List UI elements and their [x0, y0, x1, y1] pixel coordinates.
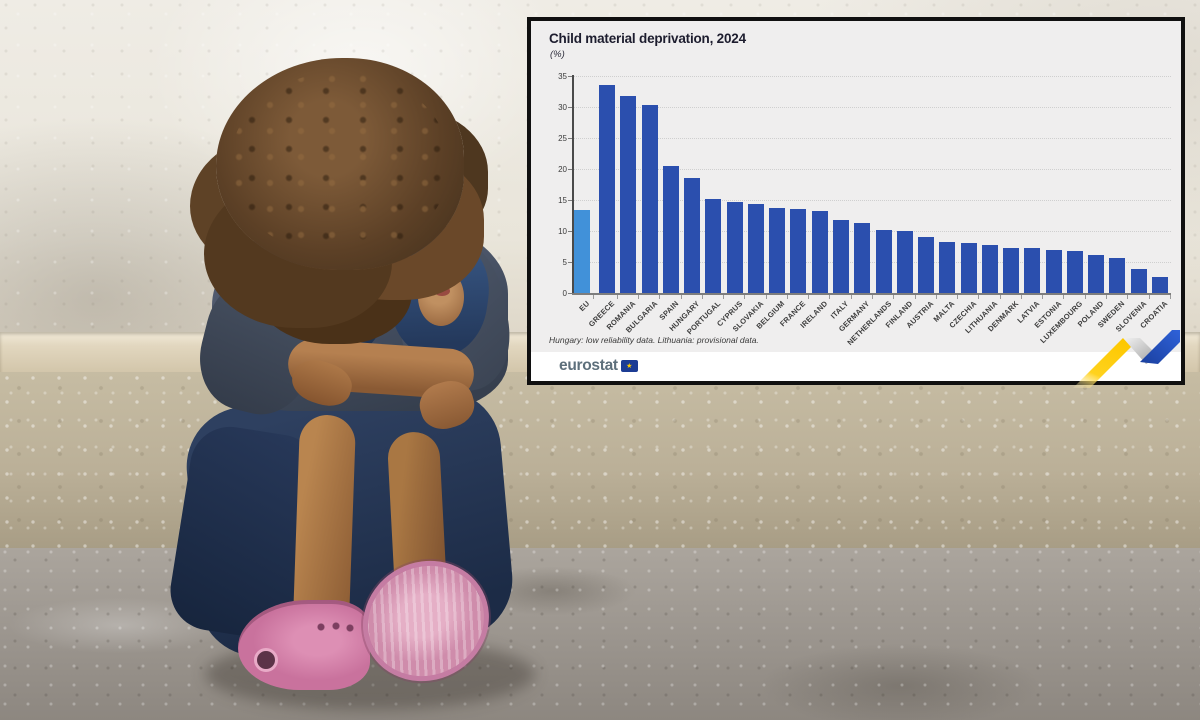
x-axis-tick [593, 295, 594, 299]
bar-spain [662, 165, 679, 293]
x-axis-tick [1042, 295, 1044, 299]
x-axis-tick [616, 295, 618, 299]
x-axis-tick [659, 295, 661, 299]
x-axis-tick [914, 295, 916, 299]
x-axis-tick [701, 295, 703, 299]
eurostat-logo: eurostat ★ [559, 357, 638, 375]
eu-flag-icon: ★ [620, 360, 638, 372]
y-gridline [572, 200, 1171, 201]
x-axis-label-text: EU [577, 299, 592, 314]
x-axis-tick [786, 295, 788, 299]
x-axis-tick [893, 295, 895, 299]
y-axis-tick [568, 169, 572, 170]
y-axis-tick-label: 5 [562, 257, 567, 267]
bar-belgium [769, 208, 786, 293]
y-axis-tick-label: 25 [558, 133, 567, 143]
x-axis-tick [1020, 295, 1022, 299]
x-axis-tick [1148, 295, 1150, 299]
bar-sweden [1109, 258, 1126, 293]
y-gridline [572, 231, 1171, 232]
bar-france [790, 209, 807, 293]
y-axis-line [572, 75, 574, 293]
bar-hungary [684, 177, 701, 293]
bar-czechia [960, 243, 977, 293]
y-axis-tick-label: 10 [558, 226, 567, 236]
plot-area: Child material deprivation, 2024 (%) Hun… [531, 21, 1181, 381]
x-axis-tick [808, 295, 810, 299]
bar-latvia [1024, 247, 1041, 293]
bar-portugal [705, 199, 722, 293]
y-axis-tick-label: 0 [562, 288, 567, 298]
logo-strip: eurostat ★ [531, 352, 1181, 381]
child-photo-figure [0, 0, 560, 720]
bar-austria [918, 236, 935, 293]
y-axis-tick [568, 262, 572, 263]
bar-slovakia [747, 203, 764, 293]
bar-slovenia [1130, 269, 1147, 293]
x-axis-tick [765, 295, 767, 299]
x-axis-tick [872, 295, 873, 299]
bar-luxembourg [1066, 250, 1083, 293]
bar-denmark [1003, 247, 1020, 293]
y-gridline [572, 138, 1171, 139]
x-axis-tick [935, 295, 937, 299]
y-axis-tick-label: 15 [558, 195, 567, 205]
y-gridline [572, 262, 1171, 263]
x-axis-tick [744, 295, 746, 299]
bar-lithuania [981, 245, 998, 293]
chart-footnote: Hungary: low reliability data. Lithuania… [549, 335, 759, 345]
bar-greece [599, 85, 615, 293]
y-axis-tick [568, 107, 572, 108]
y-axis-tick-label: 20 [558, 164, 567, 174]
bar-germany [854, 222, 871, 293]
x-axis-tick [1127, 295, 1129, 299]
bar-netherlands [875, 229, 892, 293]
x-axis-tick [723, 295, 725, 299]
eurostat-ribbon-decoration [1073, 330, 1180, 388]
bar-ireland [811, 210, 828, 293]
y-gridline [572, 169, 1171, 170]
bar-estonia [1045, 249, 1062, 293]
knee-scrape [434, 286, 450, 296]
knee-skin-patch [418, 268, 464, 326]
chart-unit-label: (%) [550, 49, 565, 60]
x-axis-tick [1169, 295, 1171, 299]
y-axis-tick [568, 76, 572, 77]
y-axis-tick-label: 30 [558, 102, 567, 112]
eurostat-wordmark: eurostat [559, 357, 618, 374]
x-axis-tick [1063, 295, 1065, 299]
bar-bulgaria [641, 105, 658, 293]
bar-finland [896, 231, 913, 293]
y-gridline [572, 107, 1171, 108]
chart-card: Child material deprivation, 2024 (%) Hun… [527, 17, 1185, 385]
x-axis-tick [999, 295, 1001, 299]
x-axis-tick [638, 295, 640, 299]
y-axis-tick [568, 200, 572, 201]
y-axis-tick [568, 138, 572, 139]
x-axis-tick [829, 295, 831, 299]
bar-croatia [1152, 276, 1169, 293]
x-axis-tick [680, 295, 682, 299]
bar-romania [620, 95, 637, 293]
x-axis-tick [1105, 295, 1107, 299]
y-axis-tick [568, 231, 572, 232]
child-curly-hair [216, 58, 464, 270]
y-axis-tick [568, 293, 572, 294]
x-axis-tick [1084, 295, 1086, 299]
pink-croc-shoe [238, 600, 370, 690]
x-axis-tick [850, 295, 852, 299]
y-gridline [572, 76, 1171, 77]
chart-title: Child material deprivation, 2024 [549, 31, 746, 46]
bar-italy [832, 220, 849, 293]
x-axis-tick [978, 295, 980, 299]
x-axis-tick [957, 295, 959, 299]
y-axis-tick-label: 35 [558, 71, 567, 81]
bar-eu [574, 209, 590, 293]
bar-malta [939, 241, 956, 293]
x-axis-line [572, 293, 1171, 295]
bar-poland [1088, 255, 1105, 293]
bar-cyprus [726, 201, 743, 293]
